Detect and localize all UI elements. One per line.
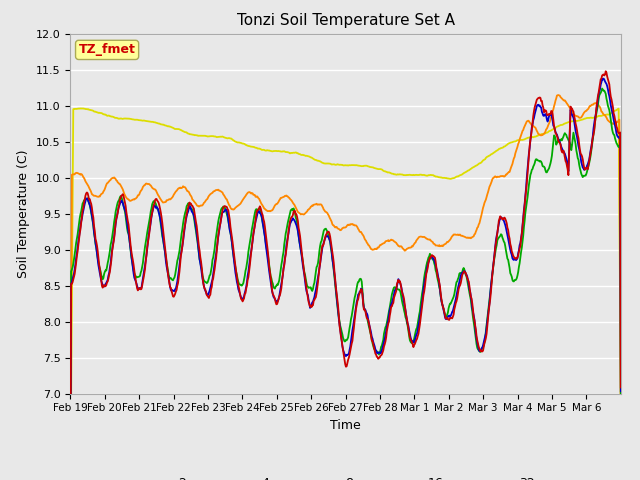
Legend: 2cm, 4cm, 8cm, 16cm, 32cm: 2cm, 4cm, 8cm, 16cm, 32cm: [132, 472, 559, 480]
X-axis label: Time: Time: [330, 419, 361, 432]
Text: TZ_fmet: TZ_fmet: [79, 43, 136, 56]
Title: Tonzi Soil Temperature Set A: Tonzi Soil Temperature Set A: [237, 13, 454, 28]
Y-axis label: Soil Temperature (C): Soil Temperature (C): [17, 149, 30, 278]
